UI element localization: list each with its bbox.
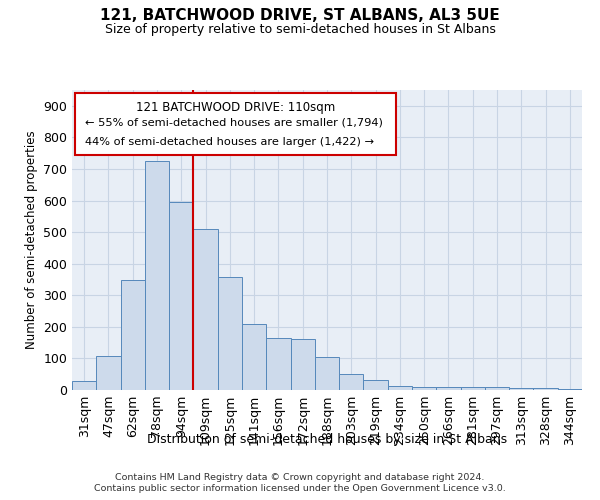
Y-axis label: Number of semi-detached properties: Number of semi-detached properties [25, 130, 38, 350]
Bar [388, 386, 412, 390]
Bar [412, 387, 436, 390]
Bar [218, 277, 242, 390]
Bar [485, 387, 509, 390]
Text: 44% of semi-detached houses are larger (1,422) →: 44% of semi-detached houses are larger (… [85, 138, 374, 147]
FancyBboxPatch shape [74, 93, 396, 154]
Bar [242, 324, 266, 390]
Text: Contains HM Land Registry data © Crown copyright and database right 2024.: Contains HM Land Registry data © Crown c… [115, 472, 485, 482]
Bar [315, 357, 339, 390]
Bar [121, 280, 145, 390]
Bar [558, 389, 582, 390]
Text: ← 55% of semi-detached houses are smaller (1,794): ← 55% of semi-detached houses are smalle… [85, 118, 383, 128]
Text: 121, BATCHWOOD DRIVE, ST ALBANS, AL3 5UE: 121, BATCHWOOD DRIVE, ST ALBANS, AL3 5UE [100, 8, 500, 22]
Bar [364, 380, 388, 390]
Bar [436, 388, 461, 390]
Bar [145, 161, 169, 390]
Bar [509, 388, 533, 390]
Bar [266, 338, 290, 390]
Bar [169, 202, 193, 390]
Text: Size of property relative to semi-detached houses in St Albans: Size of property relative to semi-detach… [104, 22, 496, 36]
Bar [290, 338, 315, 390]
Text: Contains public sector information licensed under the Open Government Licence v3: Contains public sector information licen… [94, 484, 506, 493]
Bar [72, 381, 96, 390]
Text: Distribution of semi-detached houses by size in St Albans: Distribution of semi-detached houses by … [147, 432, 507, 446]
Bar [193, 229, 218, 390]
Bar [533, 388, 558, 390]
Bar [339, 374, 364, 390]
Bar [96, 356, 121, 390]
Text: 121 BATCHWOOD DRIVE: 110sqm: 121 BATCHWOOD DRIVE: 110sqm [136, 100, 335, 114]
Bar [461, 387, 485, 390]
